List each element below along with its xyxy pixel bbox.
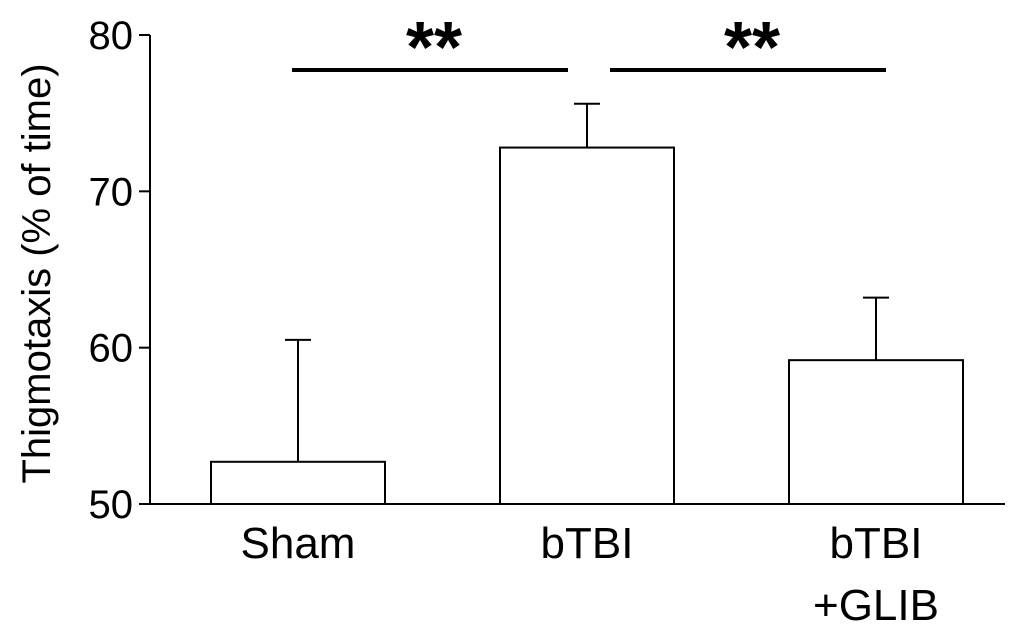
significance-annotations: ** ** bbox=[292, 8, 886, 88]
x-tick-label: Sham bbox=[241, 519, 356, 568]
x-tick-label: bTBI bbox=[541, 519, 634, 568]
y-tick-label: 80 bbox=[89, 14, 134, 58]
y-tick-label: 60 bbox=[89, 327, 134, 371]
x-tick-label: bTBI bbox=[830, 519, 923, 568]
bar bbox=[788, 359, 964, 505]
y-tick-label: 70 bbox=[89, 170, 134, 214]
error-bars bbox=[285, 102, 889, 462]
y-tick-label: 50 bbox=[89, 483, 134, 527]
bar bbox=[210, 460, 386, 506]
y-axis-title: Thigmotaxis (% of time) bbox=[15, 63, 59, 483]
bar bbox=[499, 146, 675, 505]
tick-labels: 50 60 70 80 Thigmotaxis (% of time) Sham bTBI b… bbox=[15, 14, 939, 630]
x-tick-label: +GLIB bbox=[813, 581, 939, 630]
bars bbox=[210, 146, 964, 506]
significance-stars: ** bbox=[724, 8, 780, 88]
significance-stars: ** bbox=[406, 8, 462, 88]
